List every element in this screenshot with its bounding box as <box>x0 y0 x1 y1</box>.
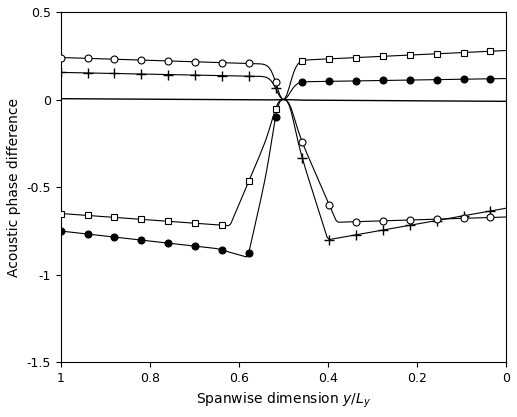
Y-axis label: Acoustic phase difference: Acoustic phase difference <box>7 98 21 277</box>
X-axis label: Spanwise dimension $y/L_y$: Spanwise dimension $y/L_y$ <box>196 391 371 410</box>
